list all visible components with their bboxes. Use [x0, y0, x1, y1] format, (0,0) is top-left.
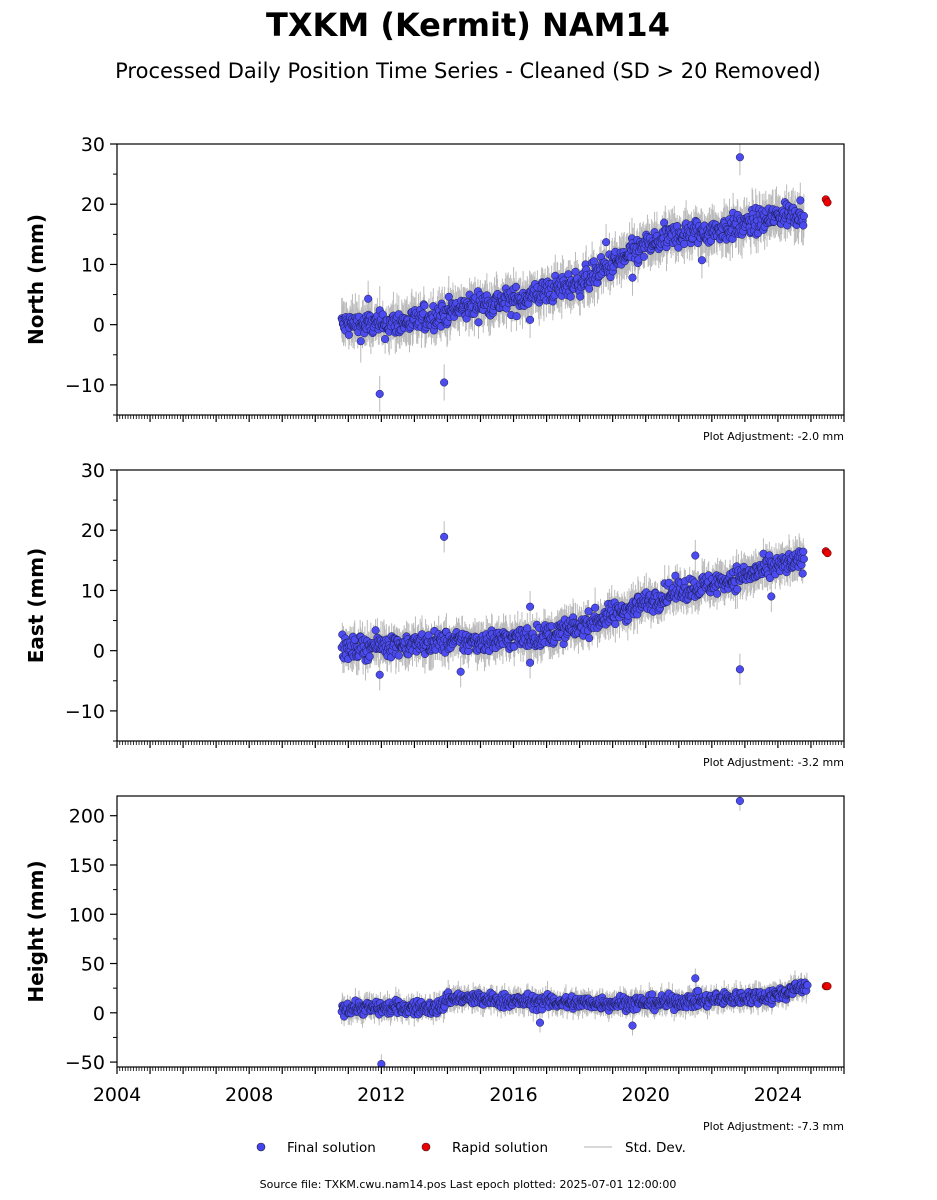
rapid-point [823, 549, 832, 558]
final-point [664, 578, 673, 587]
final-point [526, 602, 535, 611]
final-point [456, 667, 465, 676]
final-point [375, 389, 384, 398]
final-point [628, 273, 637, 282]
final-point [799, 554, 808, 563]
final-point [356, 337, 365, 346]
panel-2-stddev-bars [341, 796, 808, 1067]
final-point [585, 284, 594, 293]
final-point [365, 652, 374, 661]
final-point [735, 665, 744, 674]
final-point [799, 211, 808, 220]
y-tick-label: 20 [81, 194, 105, 216]
final-point [511, 282, 521, 291]
final-point [474, 318, 483, 327]
y-tick-label: −10 [65, 375, 105, 397]
y-tick-label: 0 [93, 315, 105, 337]
panel-1-x-ticks [116, 741, 845, 748]
panel-0-plot-area [337, 144, 832, 412]
final-point [639, 252, 648, 261]
final-point [512, 312, 521, 321]
panel-2-plot-area [337, 796, 832, 1067]
final-point [371, 626, 380, 635]
panel-0-adjustment: Plot Adjustment: -2.0 mm [703, 430, 844, 443]
final-point [767, 592, 776, 601]
chart-title: TXKM (Kermit) NAM14 [266, 6, 670, 44]
final-point [799, 547, 808, 556]
final-point [394, 651, 403, 660]
final-point [526, 315, 535, 324]
final-point [523, 624, 532, 633]
panel-1-plot-area [337, 521, 832, 691]
final-point [660, 218, 669, 227]
panel-1-stddev-bars [341, 521, 805, 691]
chart-subtitle: Processed Daily Position Time Series - C… [115, 59, 821, 83]
final-point [691, 551, 700, 560]
final-point [440, 378, 449, 387]
panel-0-final-points [337, 153, 808, 398]
final-point [589, 257, 598, 266]
y-tick-label: 10 [81, 254, 105, 276]
panel-0-y-ticks: −10 0 10 20 30 [65, 134, 117, 416]
final-point [381, 335, 390, 344]
panel-1-final-points [337, 532, 808, 679]
y-tick-label: 0 [93, 641, 105, 663]
final-point [799, 221, 808, 230]
final-point [585, 634, 594, 643]
final-point [611, 619, 620, 629]
panel-0-ylabel: North (mm) [24, 214, 48, 345]
panel-1-adjustment: Plot Adjustment: -3.2 mm [703, 756, 844, 769]
final-point [571, 267, 580, 276]
panel-0-stddev-bars [341, 144, 805, 412]
panels: −10 0 10 20 30 North (mm) Plot Adjustment: -2.… [24, 134, 845, 1133]
final-point [697, 256, 706, 265]
final-point [584, 607, 593, 616]
panel-2-final-points [337, 796, 812, 1067]
panel-1-y-ticks: −10 0 10 20 30 [65, 460, 117, 742]
final-point [420, 301, 429, 310]
final-point [440, 532, 449, 541]
y-tick-label: 10 [81, 580, 105, 602]
panel-0: −10 0 10 20 30 North (mm) Plot Adjustment: -2.… [24, 134, 845, 443]
final-point [735, 153, 744, 162]
y-tick-label: −10 [65, 701, 105, 723]
final-point [798, 569, 807, 578]
final-point [344, 330, 353, 339]
y-tick-label: 20 [81, 520, 105, 542]
final-point [364, 294, 373, 303]
final-point [602, 238, 611, 247]
rapid-point [823, 198, 832, 207]
panel-0-x-ticks [116, 415, 845, 422]
panel-1-frame [116, 469, 845, 742]
y-tick-label: 30 [81, 134, 105, 156]
final-point [671, 571, 680, 580]
final-point [526, 658, 535, 667]
final-point [591, 603, 600, 612]
panel-1: −10 0 10 20 30 East (mm) Plot Adjustment: -3.2… [24, 460, 845, 769]
y-tick-label: 30 [81, 460, 105, 482]
final-point [375, 670, 384, 679]
final-point [566, 292, 575, 301]
panel-1-ylabel: East (mm) [24, 548, 48, 664]
final-point [733, 585, 742, 594]
panel-0-frame [116, 143, 845, 416]
final-point [712, 589, 722, 598]
final-point [796, 196, 805, 205]
final-point [576, 292, 585, 301]
